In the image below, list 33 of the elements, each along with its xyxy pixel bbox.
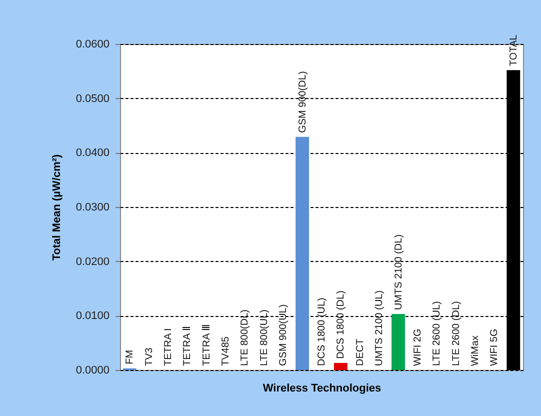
bar — [296, 136, 310, 370]
x-axis-title: Wireless Technologies — [262, 382, 382, 394]
x-tick-label: TV485 — [220, 336, 232, 366]
x-tick-label: TOTAL — [508, 34, 520, 66]
y-tick-label: 0.0000 — [76, 364, 110, 376]
bar — [392, 314, 405, 370]
x-tick-label: LTE 2600 (UL) — [432, 301, 443, 366]
x-tick-label: LTE 2600 (DL) — [450, 301, 462, 366]
y-tick-label: 0.0300 — [76, 202, 110, 214]
x-tick-label: TV3 — [144, 347, 155, 366]
y-tick-label: 0.0600 — [76, 38, 110, 50]
y-tick-label: 0.0100 — [76, 310, 110, 322]
y-axis-title: Total Mean (µW/cm²) — [50, 154, 63, 261]
x-tick-label: WIFI 5G — [489, 328, 500, 366]
x-tick-label: WIFI 2G — [412, 328, 424, 366]
x-tick-label: UMTS 2100 (UL) — [374, 290, 386, 366]
y-tick-label: 0.0400 — [76, 147, 110, 160]
x-tick-label: TETRA Ⅲ — [201, 324, 212, 366]
x-tick-label: TETRA I — [162, 328, 174, 366]
x-tick-label: WiMax — [470, 335, 482, 366]
x-tick-label: DCS 1800 (UL) — [316, 298, 328, 366]
x-tick-label: TETRA Ⅱ — [182, 326, 194, 366]
x-tick-label: LTE 800(DL) — [240, 309, 251, 366]
x-tick-label: GSM 900(UL) — [278, 304, 290, 366]
x-tick-label: LTE 800(UL) — [258, 309, 270, 366]
y-tick-label: 0.0200 — [76, 256, 110, 268]
x-tick-label: DCS 1800 (DL) — [336, 290, 347, 359]
y-tick-label: 0.0500 — [76, 92, 110, 105]
x-tick-label: DECT — [354, 338, 366, 366]
x-tick-label: GSM 900(DL) — [297, 71, 308, 133]
bar — [334, 362, 348, 370]
x-tick-label: FM — [124, 350, 136, 364]
x-tick-label: UMTS 2100 (DL) — [393, 234, 404, 310]
